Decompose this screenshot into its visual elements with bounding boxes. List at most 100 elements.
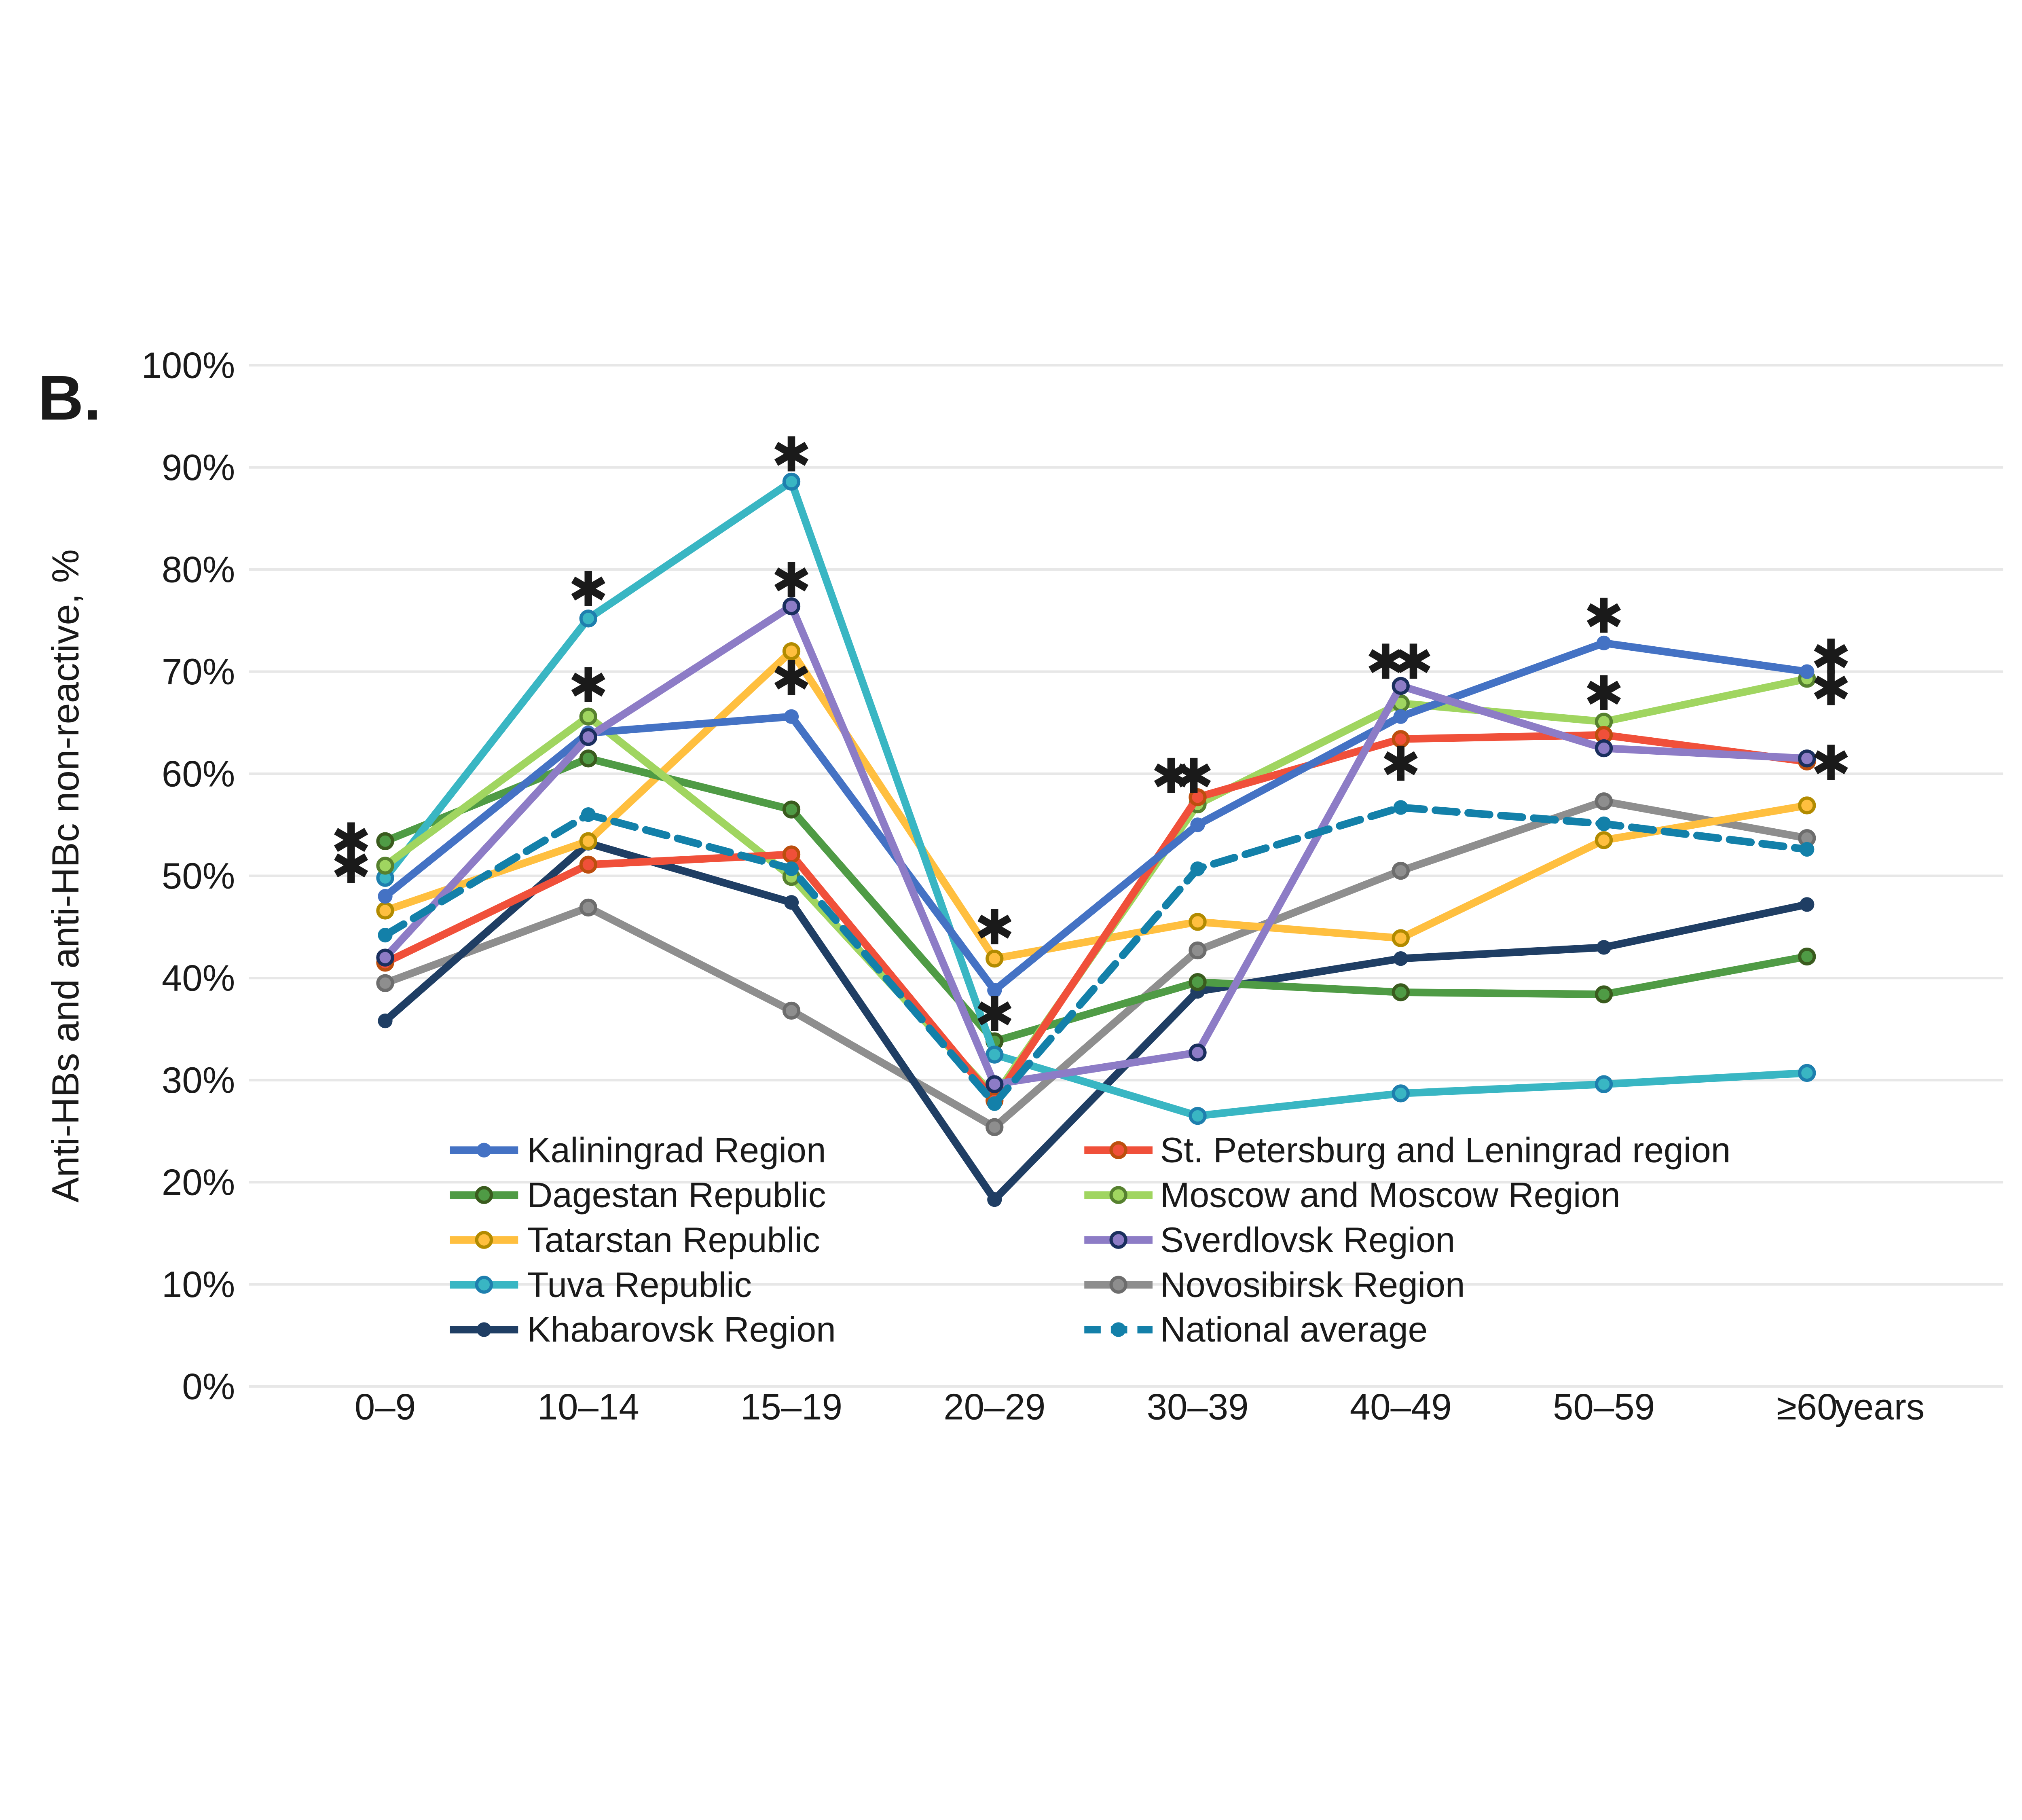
x-tick-label: ≥60 <box>1777 1386 1838 1427</box>
x-axis-unit-label: years <box>1835 1386 1925 1427</box>
legend-label: National average <box>1160 1310 1428 1349</box>
data-point-marker <box>1595 985 1613 1003</box>
series-line <box>381 647 1811 963</box>
series-kaliningrad-region <box>378 635 1815 998</box>
significance-asterisk: ✱ <box>568 658 609 714</box>
legend-marker <box>1109 1231 1127 1249</box>
legend-marker <box>1111 1322 1126 1337</box>
data-point-marker <box>1596 635 1612 651</box>
data-point-marker <box>1393 709 1408 724</box>
data-point-marker <box>1392 861 1410 880</box>
significance-asterisk: ✱ <box>771 651 812 707</box>
y-tick-label: 70% <box>162 652 235 692</box>
data-point-marker <box>782 1001 801 1020</box>
data-point-marker <box>1595 739 1613 758</box>
data-point-marker <box>784 895 799 910</box>
data-point-marker <box>1190 861 1205 876</box>
series-line <box>381 754 1811 1045</box>
data-point-marker <box>376 857 394 875</box>
series-st-petersburg-and-leningrad-region <box>376 726 1816 1110</box>
data-point-marker <box>579 855 597 874</box>
significance-asterisk: ✱ <box>1811 661 1851 717</box>
data-point-marker <box>378 1014 393 1029</box>
series-line <box>381 478 1811 1120</box>
legend-item-novosibirsk-region: Novosibirsk Region <box>1084 1265 1465 1304</box>
legend-marker <box>1109 1186 1127 1204</box>
data-point-marker <box>987 1192 1002 1207</box>
legend-marker <box>476 1322 491 1337</box>
data-point-marker <box>579 609 597 628</box>
data-point-marker <box>1392 929 1410 947</box>
series-line <box>381 797 1811 1131</box>
legend-item-khabarovsk-region: Khabarovsk Region <box>450 1310 836 1349</box>
legend-item-sverdlovsk-region: Sverdlovsk Region <box>1084 1220 1455 1259</box>
legend-item-dagestan-republic: Dagestan Republic <box>450 1175 826 1215</box>
y-tick-label: 40% <box>162 958 235 999</box>
significance-asterisk: ✱ <box>1393 635 1433 690</box>
data-point-marker <box>1189 973 1207 991</box>
data-point-marker <box>782 472 801 491</box>
significance-asterisk: ✱ <box>771 553 812 609</box>
y-tick-label: 10% <box>162 1264 235 1305</box>
legend-marker <box>476 1143 491 1158</box>
data-point-marker <box>1798 947 1816 966</box>
series-novosibirsk-region <box>376 792 1816 1136</box>
x-tick-label: 20–29 <box>943 1386 1045 1427</box>
legend-marker <box>475 1231 493 1249</box>
significance-asterisk: ✱ <box>1811 736 1851 791</box>
data-point-marker <box>1798 1064 1816 1082</box>
data-point-marker <box>782 642 801 660</box>
data-point-marker <box>987 1096 1002 1111</box>
panel-label: B. <box>38 363 101 434</box>
data-point-marker <box>376 948 394 967</box>
legend-label: St. Petersburg and Leningrad region <box>1160 1130 1731 1170</box>
legend-marker <box>475 1276 493 1294</box>
data-point-marker <box>1800 664 1815 679</box>
legend-label: Dagestan Republic <box>527 1175 826 1215</box>
data-point-marker <box>1189 1043 1207 1062</box>
y-tick-label: 90% <box>162 447 235 488</box>
significance-asterisk: ✱ <box>1174 749 1214 805</box>
y-tick-label: 50% <box>162 856 235 897</box>
x-tick-label: 10–14 <box>537 1386 639 1427</box>
data-point-marker <box>376 974 394 992</box>
x-tick-label: 50–59 <box>1553 1386 1655 1427</box>
legend-label: Novosibirsk Region <box>1160 1265 1465 1304</box>
legend: Kaliningrad Region Dagestan Republic Tatar… <box>450 1130 1730 1349</box>
data-point-marker <box>986 1045 1004 1064</box>
significance-asterisk: ✱ <box>771 427 812 483</box>
y-tick-label: 0% <box>182 1366 235 1407</box>
legend-label: Tatarstan Republic <box>527 1220 820 1259</box>
significance-asterisk: ✱ <box>1381 736 1421 792</box>
significance-asterisk: ✱ <box>331 839 371 895</box>
significance-asterisk: ✱ <box>975 987 1015 1043</box>
series-national-average <box>378 800 1815 1111</box>
y-tick-label: 30% <box>162 1060 235 1101</box>
significance-asterisk: ✱ <box>975 900 1015 956</box>
data-point-marker <box>986 1118 1004 1136</box>
data-point-marker <box>376 832 394 850</box>
series-sverdlovsk-region <box>376 597 1816 1093</box>
data-point-marker <box>1392 1084 1410 1103</box>
series-line <box>381 839 1811 1204</box>
legend-marker <box>475 1186 493 1204</box>
legend-item-tuva-republic: Tuva Republic <box>450 1265 752 1304</box>
data-point-marker <box>782 845 801 863</box>
data-point-marker <box>1393 800 1408 815</box>
data-point-marker <box>1596 940 1612 955</box>
y-tick-label: 20% <box>162 1162 235 1203</box>
significance-asterisk: ✱ <box>1811 629 1851 685</box>
x-tick-label: 15–19 <box>740 1386 842 1427</box>
legend-marker <box>1109 1276 1127 1294</box>
data-point-marker <box>579 707 597 726</box>
data-point-marker <box>1189 913 1207 931</box>
data-point-marker <box>1800 842 1815 857</box>
data-point-marker <box>1189 941 1207 960</box>
series-tatarstan-republic <box>376 642 1816 968</box>
data-point-marker <box>1800 897 1815 912</box>
legend-item-st-petersburg-and-leningrad-region: St. Petersburg and Leningrad region <box>1084 1130 1730 1170</box>
x-tick-label: 40–49 <box>1350 1386 1452 1427</box>
data-point-marker <box>1798 796 1816 815</box>
legend-label: Moscow and Moscow Region <box>1160 1175 1620 1215</box>
